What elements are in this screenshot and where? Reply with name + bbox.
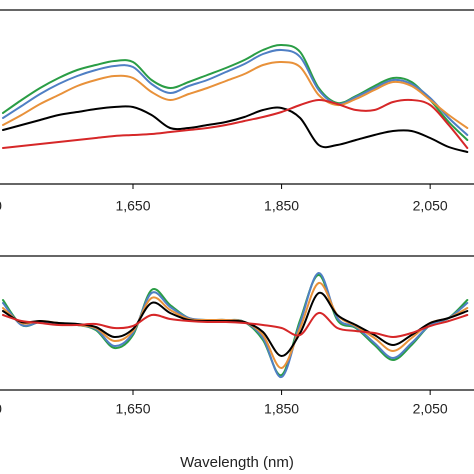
axes-frame bbox=[0, 9, 474, 185]
x-tick-label: 1,650 bbox=[115, 198, 150, 214]
plot-area bbox=[1, 271, 469, 378]
spectrum-line bbox=[1, 60, 469, 129]
x-tick-label: 1,450 bbox=[0, 401, 2, 417]
x-tick-label: 1,650 bbox=[115, 401, 150, 417]
spectrum-line bbox=[1, 98, 469, 149]
x-axis-label: Wavelength (nm) bbox=[180, 454, 294, 471]
spectrum-line bbox=[1, 43, 469, 141]
x-tick-label: 2,050 bbox=[413, 198, 448, 214]
spectrum-line bbox=[1, 48, 469, 136]
spectrum-line bbox=[1, 105, 469, 153]
axes-frame bbox=[0, 255, 474, 391]
x-tick-label: 1,850 bbox=[264, 401, 299, 417]
x-tick-label: 1,850 bbox=[264, 198, 299, 214]
plot-area bbox=[1, 43, 469, 153]
spectrum-line bbox=[1, 311, 469, 338]
x-tick-label: 1,450 bbox=[0, 198, 2, 214]
x-tick-label: 2,050 bbox=[413, 401, 448, 417]
